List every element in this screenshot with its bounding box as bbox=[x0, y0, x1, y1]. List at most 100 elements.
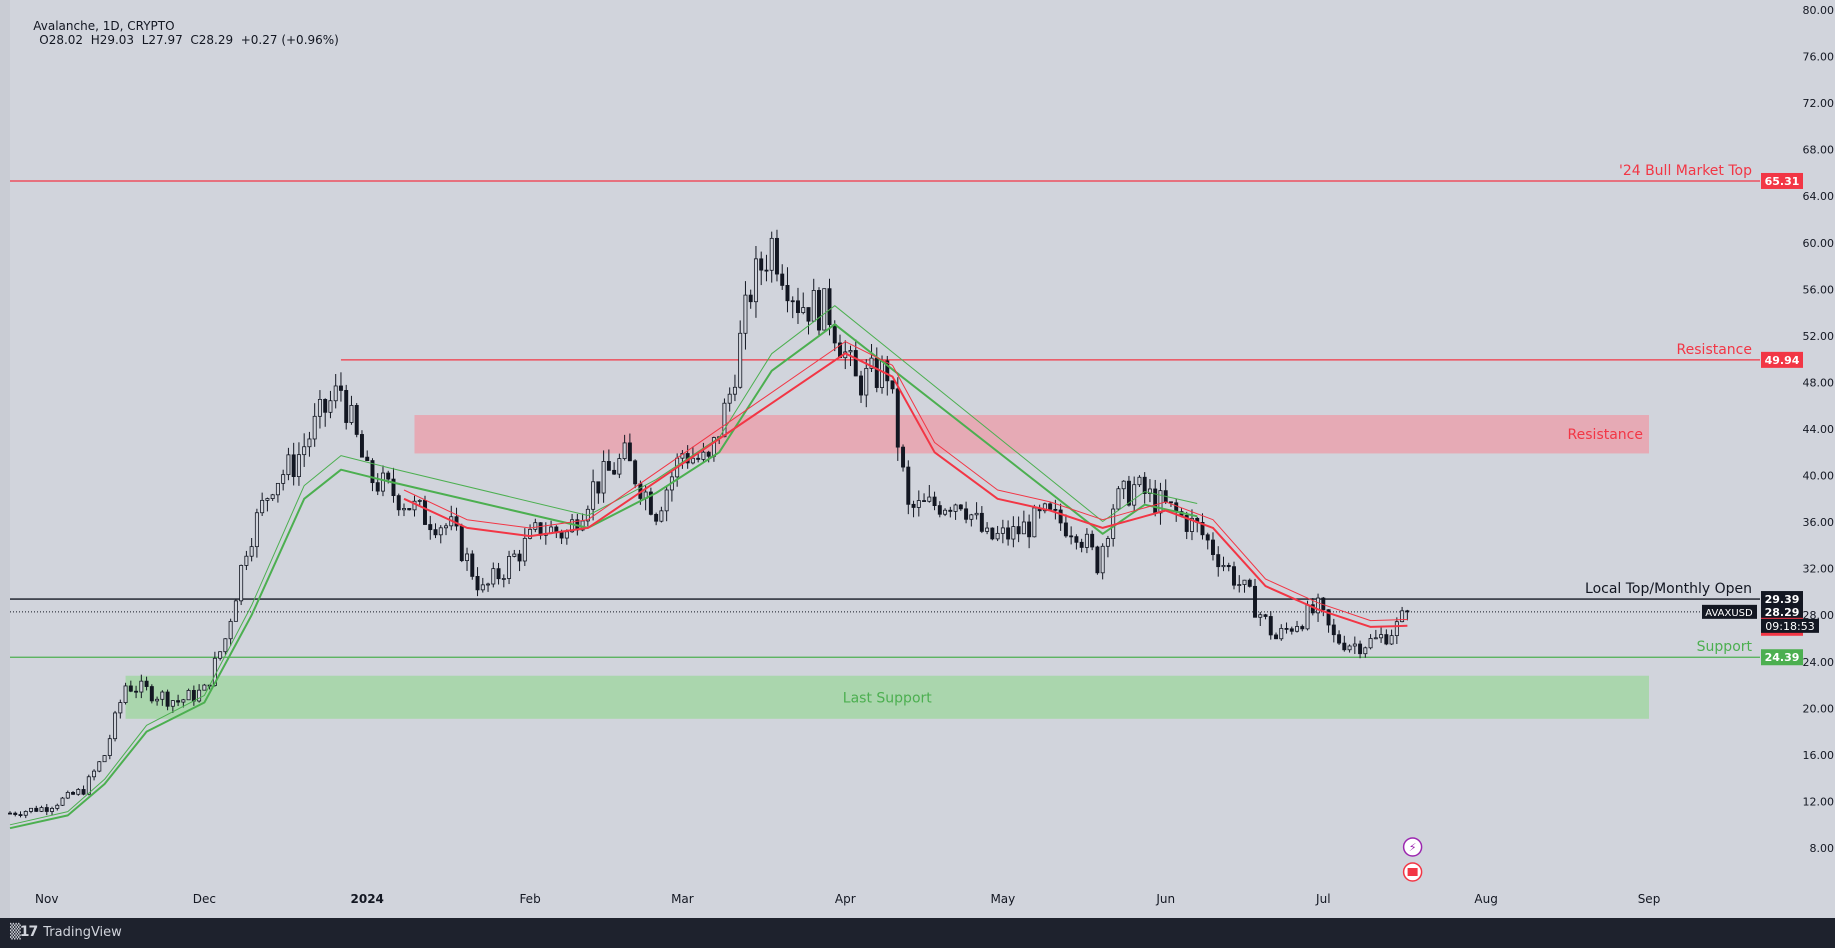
candle bbox=[29, 807, 33, 814]
candle-body bbox=[1184, 514, 1189, 532]
candle-body bbox=[859, 375, 863, 396]
candle-body bbox=[286, 454, 291, 476]
candle-body bbox=[391, 478, 396, 497]
candle-body bbox=[1027, 521, 1032, 538]
candle-body bbox=[690, 457, 695, 464]
footer-bar bbox=[0, 918, 1835, 948]
candle bbox=[1300, 624, 1305, 632]
candle-body bbox=[1126, 480, 1131, 506]
candle bbox=[149, 684, 154, 704]
candle bbox=[13, 811, 18, 817]
candle bbox=[796, 287, 800, 324]
y-tick-label: 72.00 bbox=[1803, 97, 1835, 110]
hline-label-0: '24 Bull Market Top bbox=[1619, 163, 1752, 179]
candle-body bbox=[648, 491, 653, 515]
candle-body bbox=[969, 514, 974, 520]
candle-body bbox=[181, 699, 186, 703]
candle bbox=[706, 450, 711, 463]
candle bbox=[160, 690, 165, 706]
candle-body bbox=[260, 499, 265, 514]
ticker-tag: AVAXUSD bbox=[1705, 608, 1753, 619]
candle-body bbox=[1352, 643, 1357, 647]
candle-body bbox=[796, 300, 800, 314]
candle bbox=[1368, 634, 1373, 650]
hline-label-1: Resistance bbox=[1677, 342, 1752, 358]
candle-body bbox=[128, 685, 133, 692]
candle bbox=[1037, 504, 1042, 519]
candle-body bbox=[71, 791, 76, 795]
candle-body bbox=[1237, 584, 1242, 586]
candle-body bbox=[1363, 647, 1368, 655]
candle bbox=[1258, 612, 1263, 626]
candle-body bbox=[254, 512, 259, 548]
symbol-info: Avalanche, 1D, CRYPTO O28.02 H29.03 L27.… bbox=[18, 5, 339, 61]
candle bbox=[937, 501, 942, 518]
candle-body bbox=[533, 522, 538, 530]
brand[interactable]: ▒17 TradingView bbox=[10, 924, 122, 940]
candle bbox=[601, 450, 606, 503]
candle bbox=[864, 359, 869, 408]
candle-body bbox=[1337, 634, 1342, 644]
x-tick-label: Nov bbox=[35, 892, 58, 906]
candle bbox=[922, 493, 927, 502]
candle-body bbox=[333, 385, 338, 402]
candle bbox=[97, 761, 102, 773]
candle bbox=[1095, 545, 1100, 575]
candle-body bbox=[86, 776, 91, 795]
candle bbox=[291, 442, 296, 486]
candle-body bbox=[223, 638, 228, 653]
candle bbox=[113, 710, 118, 742]
candle bbox=[727, 387, 732, 412]
candle bbox=[60, 796, 65, 806]
candle-body bbox=[118, 702, 123, 714]
candle bbox=[475, 567, 480, 597]
countdown-bg bbox=[1761, 618, 1819, 633]
candle-body bbox=[359, 434, 364, 458]
candle bbox=[1331, 618, 1336, 643]
candle bbox=[286, 447, 291, 481]
y-tick-label: 64.00 bbox=[1803, 190, 1835, 203]
candle-body bbox=[1279, 628, 1284, 640]
candle-body bbox=[512, 553, 517, 557]
candle bbox=[1142, 472, 1147, 504]
candle bbox=[622, 434, 627, 461]
candle bbox=[92, 769, 97, 781]
price-label-bg bbox=[1761, 649, 1803, 666]
candle bbox=[1184, 511, 1189, 540]
candle bbox=[391, 467, 396, 503]
y-tick-label: 44.00 bbox=[1803, 423, 1835, 436]
candle-body bbox=[769, 237, 774, 271]
tradingview-logo-icon: ▒17 bbox=[10, 924, 38, 940]
candle bbox=[470, 550, 475, 580]
candle bbox=[396, 493, 401, 516]
candle-body bbox=[1232, 566, 1236, 586]
candle bbox=[244, 550, 249, 571]
candle-body bbox=[160, 691, 165, 700]
x-tick-label: Mar bbox=[671, 892, 694, 906]
candle bbox=[307, 431, 312, 457]
event-lightning-icon bbox=[1402, 837, 1423, 857]
y-tick-label: 16.00 bbox=[1803, 749, 1835, 762]
candle bbox=[1011, 516, 1016, 548]
candle bbox=[1321, 597, 1326, 617]
candle bbox=[296, 442, 301, 486]
y-tick-label: 24.00 bbox=[1803, 656, 1835, 669]
price-label-bg bbox=[1761, 603, 1803, 620]
candle bbox=[1006, 520, 1011, 546]
candle-body bbox=[1274, 634, 1278, 640]
candle-body bbox=[1289, 628, 1294, 632]
candle-body bbox=[753, 258, 758, 303]
candle-body bbox=[65, 791, 70, 799]
candle-body bbox=[738, 332, 743, 388]
candle-body bbox=[1316, 597, 1321, 614]
candle bbox=[23, 810, 28, 819]
candle-body bbox=[1000, 527, 1005, 534]
candle bbox=[1232, 561, 1236, 590]
candle bbox=[785, 267, 790, 313]
x-tick-label: Sep bbox=[1638, 892, 1661, 906]
event-lightning-glyph: ⚡ bbox=[1409, 841, 1417, 854]
candle bbox=[365, 450, 370, 462]
candle bbox=[606, 449, 611, 471]
